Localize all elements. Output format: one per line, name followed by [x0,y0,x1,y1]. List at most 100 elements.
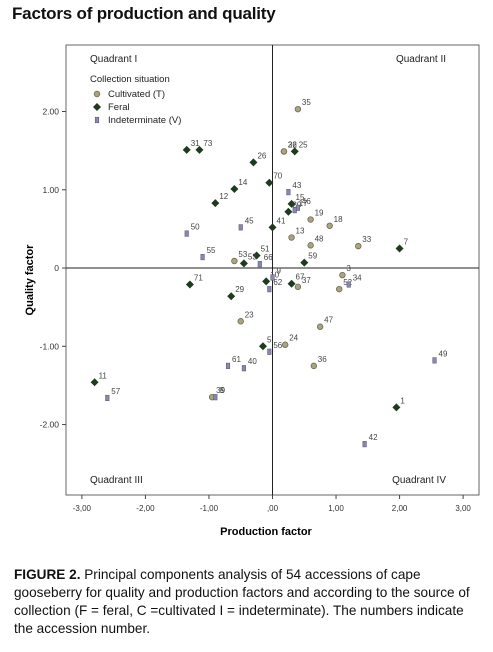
point-label: 66 [264,253,273,262]
y-axis-label: Quality factor [24,244,36,316]
cultivated-marker [307,242,314,249]
feral-marker [211,199,220,208]
point-label: 36 [318,355,327,364]
point-label: 10 [270,270,279,279]
indeterminate-marker [213,394,218,401]
point-label: 67 [296,273,305,282]
feral-marker [93,103,101,111]
feral-marker [249,158,258,167]
x-tick-label: 3,00 [455,504,471,513]
point-label: 35 [302,98,311,107]
x-tick-label: 1,00 [328,504,344,513]
legend-entry-label: Cultivated (T) [108,89,165,100]
cultivated-marker [294,105,302,113]
cultivated-marker [294,283,302,291]
feral-marker [195,145,204,154]
feral-marker [290,147,299,156]
point-label: 24 [289,334,298,343]
figure-title: Factors of production and quality [12,4,276,23]
point-label: 12 [219,192,228,201]
y-tick-label: -1.00 [40,341,60,351]
point-label: 48 [315,234,324,243]
indeterminate-marker [94,116,100,124]
y-tick-label: 0 [54,263,59,273]
quadrant-label: Quadrant I [90,54,137,65]
point-label: 53 [248,252,257,261]
feral-marker [185,280,194,289]
x-tick-label: -1,00 [200,504,219,513]
point-label: 53 [238,250,247,259]
y-tick-label: -2.00 [40,420,60,430]
point-label: 45 [245,216,254,225]
indeterminate-marker [267,286,272,293]
feral-marker [252,251,261,260]
x-tick-label: 2,00 [392,504,408,513]
cultivated-marker [231,257,238,265]
feral-marker [395,244,404,253]
cultivated-marker [339,271,346,279]
point-label: 57 [111,387,120,396]
indeterminate-marker [286,189,291,196]
cultivated-marker [316,323,324,330]
feral-marker [230,185,239,193]
indeterminate-marker [432,357,437,364]
point-label: 43 [292,181,301,190]
cultivated-marker [237,318,244,325]
point-label: 19 [315,209,324,218]
point-label: 33 [362,235,371,244]
scatter-chart: -3,00 -2,00 -1,00 ,00 1,00 2,00 3,00 2.00 1.00 0… [24,44,480,538]
point-label: 73 [203,139,212,148]
cultivated-marker [336,285,343,293]
point-label: 51 [261,245,270,254]
point-label: 37 [302,276,311,285]
feral-marker [300,258,309,267]
point-label: 47 [324,316,333,325]
x-tick-label: ,00 [267,504,279,513]
feral-marker [287,279,296,288]
indeterminate-marker [225,362,231,369]
cultivated-marker [93,90,101,98]
data-points: 3532261819134833533375223472436392531732… [90,98,448,448]
cultivated-marker [326,222,333,229]
feral-marker [258,342,267,351]
point-label: 23 [245,310,254,319]
point-label: 39 [216,386,225,395]
point-label: 29 [235,285,244,294]
point-label: 13 [296,227,305,236]
cultivated-marker [280,148,288,155]
figure-caption: FIGURE 2. Principal components analysis … [14,566,482,638]
feral-marker [392,403,401,412]
point-label: 26 [288,140,297,149]
point-label: 42 [369,433,378,442]
quadrant-label: Quadrant III [90,475,143,486]
feral-marker [227,292,236,301]
point-label: 70 [273,172,282,181]
reference-lines [66,45,479,495]
indeterminate-marker [362,441,367,448]
point-label: 25 [299,140,308,149]
point-label: 1 [400,396,405,405]
feral-marker [268,223,277,232]
point-label: 3 [346,264,351,273]
x-tick-label: -3,00 [73,504,92,513]
indeterminate-marker [267,348,272,355]
point-label: 40 [248,357,257,366]
caption-lead: FIGURE 2. [14,567,81,582]
point-label: 31 [191,139,200,148]
indeterminate-marker [238,224,243,231]
legend: Collection situation Cultivated (T) Feral I… [90,74,181,126]
point-label: 26 [257,151,266,160]
feral-marker [287,199,296,208]
point-label: 5 [267,335,272,344]
point-label: 50 [191,223,200,232]
cultivated-marker [307,216,314,223]
point-label: 7 [404,237,409,246]
feral-marker [284,207,293,216]
feral-marker [262,277,271,286]
indeterminate-marker [270,274,275,281]
cultivated-marker [282,341,289,348]
point-label: 17 [299,199,308,208]
indeterminate-marker [346,281,351,288]
point-label: 41 [277,216,286,225]
caption-text: Principal components analysis of 54 acce… [14,567,470,636]
